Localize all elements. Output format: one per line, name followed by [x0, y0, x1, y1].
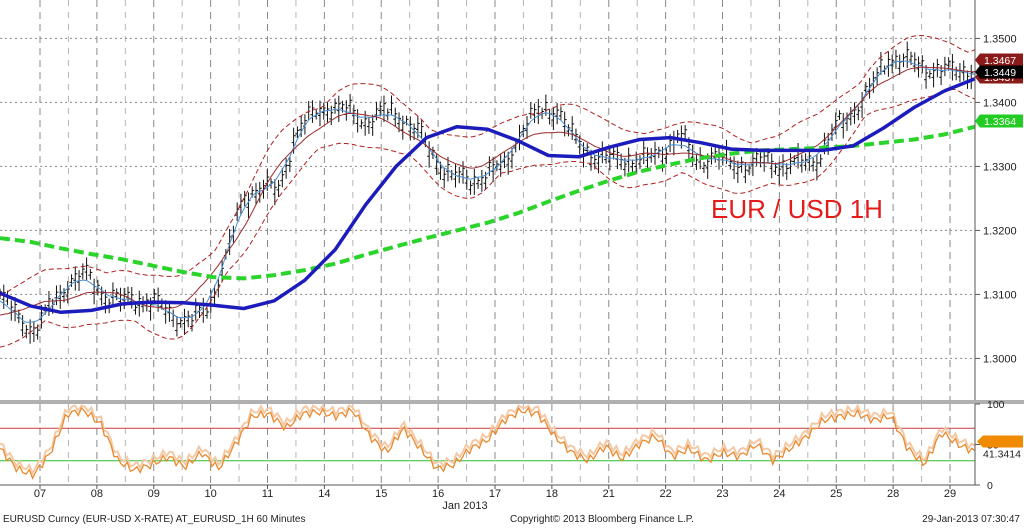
x-tick-label: 14 [318, 488, 330, 500]
price-tag-label: 1.3364 [984, 116, 1016, 128]
oscillator-y-tick-label: 100 [987, 399, 1005, 411]
oscillator-current-value: 41.3414 [983, 449, 1021, 461]
price-y-tick-label: 1.3300 [983, 161, 1017, 173]
footer-copyright: Copyright© 2013 Bloomberg Finance L.P. [510, 514, 694, 525]
price-tag-box [975, 65, 1023, 79]
long-moving-average-line [0, 124, 976, 281]
lower-band-line [0, 88, 976, 348]
x-tick-label: 24 [773, 488, 785, 500]
price-panel-bg [0, 0, 975, 400]
x-axis: 07 08 09 10 11 14 15 16 17 18 21 22 23 24 25 28 29 [34, 485, 956, 500]
x-tick-label: 29 [944, 488, 956, 500]
x-tick-label: 23 [716, 488, 728, 500]
fast-moving-average-line [0, 60, 976, 323]
oscillator-signal-line [0, 403, 976, 477]
price-y-tick-label: 1.3500 [983, 33, 1017, 45]
price-lines [0, 34, 976, 348]
price-y-tick-label: 1.3400 [983, 97, 1017, 109]
price-y-tick-label: 1.3200 [983, 225, 1017, 237]
price-y-tick-label: 1.3000 [983, 353, 1017, 365]
x-tick-label: 11 [262, 488, 273, 500]
x-tick-label: 18 [546, 488, 558, 500]
panel-separator [0, 400, 1024, 404]
x-tick-label: 09 [148, 488, 160, 500]
oscillator-line [0, 406, 976, 480]
x-tick-label: 10 [205, 488, 217, 500]
footer-timestamp: 29-Jan-2013 07:30:47 [922, 514, 1020, 525]
oscillator-lines [0, 403, 976, 480]
footer-security: EURUSD Curncy (EUR-USD X-RATE) AT_EURUSD… [3, 514, 306, 525]
price-tag-box [975, 114, 1023, 128]
x-tick-label: 28 [887, 488, 899, 500]
x-tick-label: 08 [91, 488, 103, 500]
price-tag-label: 1.3449 [984, 67, 1016, 79]
oscillator-current-label: 41.3414 [977, 435, 1023, 461]
x-tick-label: 17 [489, 488, 501, 500]
x-tick-label: 25 [830, 488, 842, 500]
x-tick-label: 15 [375, 488, 387, 500]
price-y-tick-label: 1.3100 [983, 289, 1017, 301]
x-tick-label: 16 [432, 488, 444, 500]
price-y-axis: 1.3500 1.3400 1.3300 1.3200 1.3100 1.3000 [975, 33, 1017, 365]
x-tick-label: 07 [34, 488, 46, 500]
price-tag-box [975, 53, 1023, 67]
oscillator-current-marker [977, 435, 1023, 448]
x-tick-label: 21 [603, 488, 615, 500]
x-axis-sublabel: Jan 2013 [442, 500, 487, 512]
medium-moving-average-line [0, 77, 976, 315]
oscillator-y-tick-label: 0 [987, 480, 993, 492]
chart-watermark-title: EUR / USD 1H [711, 194, 883, 224]
price-grid [0, 0, 975, 400]
x-tick-label: 22 [660, 488, 672, 500]
price-tag-label: 1.3467 [984, 55, 1016, 67]
oscillator-grid [0, 404, 975, 485]
